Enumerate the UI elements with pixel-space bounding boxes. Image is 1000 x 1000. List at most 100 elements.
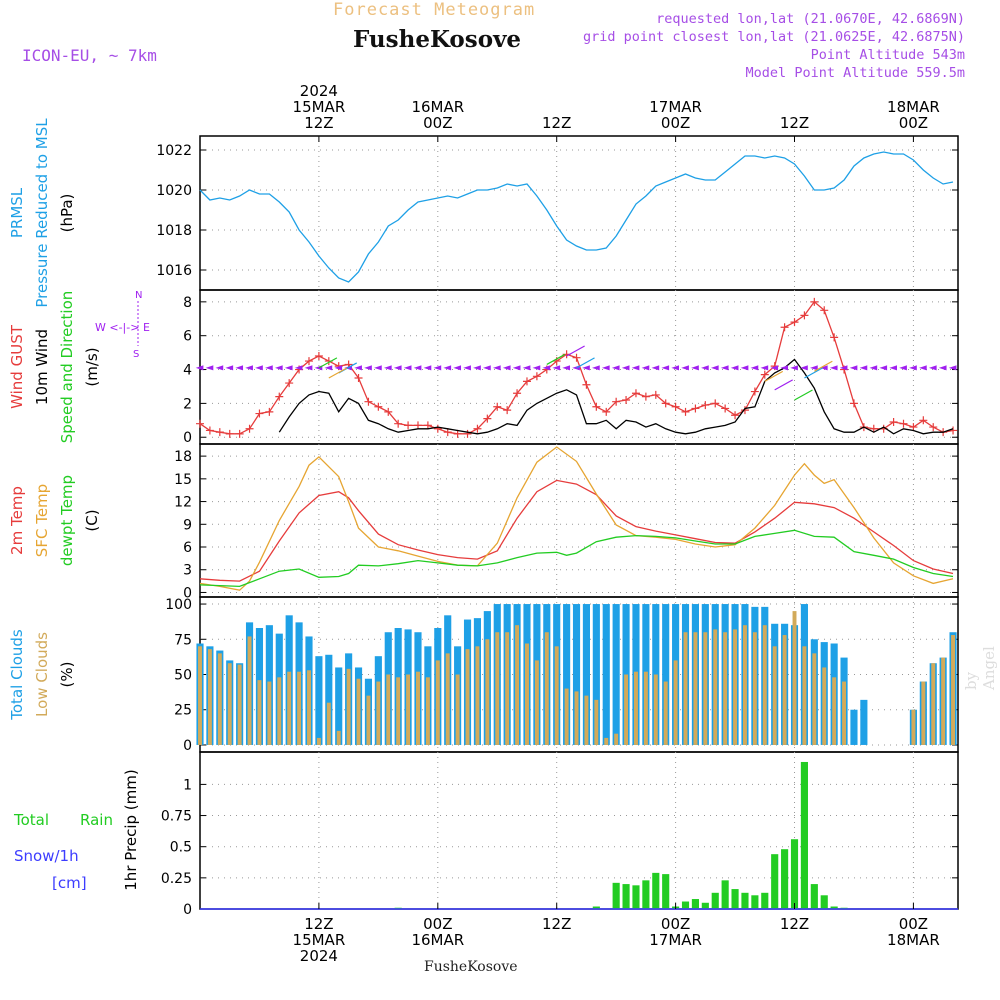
temperature-ytick-label: 0 [183, 585, 192, 601]
clouds-bar-low-clouds [425, 677, 430, 745]
wind-compass: W <-|-> E [95, 321, 150, 334]
wind-compass-south: S [133, 349, 139, 360]
precip-bar-rain [731, 889, 739, 909]
gust-marker [473, 424, 482, 433]
top-time-label: 00Z [899, 114, 928, 132]
gust-marker [453, 429, 462, 438]
gust-marker [364, 397, 373, 406]
gust-marker [394, 419, 403, 428]
temperature-ytick-label: 15 [174, 472, 192, 488]
wind-dir-arrow [562, 365, 571, 371]
model-label: ICON-EU, ~ 7km [22, 46, 157, 65]
precip-bar-rain [790, 839, 799, 909]
gust-marker [800, 311, 809, 320]
gust-marker [919, 416, 928, 425]
gust-marker [681, 407, 690, 416]
gust-marker [572, 353, 581, 362]
clouds-bar-low-clouds [376, 681, 381, 745]
temperature-line-2m-temp [199, 479, 954, 582]
clouds-bar-low-clouds [544, 632, 549, 745]
clouds-bar-total-clouds [662, 604, 670, 745]
clouds-bar-low-clouds [752, 632, 757, 745]
clouds-bar-low-clouds [267, 681, 272, 745]
gust-marker [830, 333, 839, 342]
wind-dir-arrow [671, 365, 680, 371]
precip-label-rain: Rain [80, 811, 113, 829]
precip-label-unit: [cm] [52, 874, 87, 892]
clouds-bar-low-clouds [316, 737, 321, 745]
gust-marker [780, 323, 789, 332]
clouds-bar-low-clouds [782, 635, 787, 745]
precip-bar-rain [830, 906, 838, 909]
wind-speed-arrow [774, 379, 793, 391]
wind-dir-arrow [928, 365, 937, 371]
precip-bar-rain [781, 849, 789, 909]
clouds-bar-low-clouds [713, 629, 718, 745]
clouds-bar-low-clouds [941, 657, 946, 745]
clouds-bar-total-clouds [860, 699, 868, 745]
wind-ytick-label: 0 [183, 430, 192, 446]
precip-bar-rain [662, 874, 670, 909]
clouds-bar-low-clouds [832, 677, 837, 745]
clouds-ytick-label: 100 [165, 597, 192, 613]
gust-marker [196, 419, 204, 428]
wind-dir-arrow [413, 365, 422, 371]
wind-dir-arrow [512, 365, 521, 371]
clouds-bar-low-clouds [505, 632, 510, 745]
wind-speed-arrow [318, 357, 338, 369]
clouds-bar-low-clouds [822, 667, 827, 745]
pressure-axis-label: PRMSL [8, 187, 26, 238]
wind-dir-arrow [532, 365, 541, 371]
clouds-bar-low-clouds [594, 699, 599, 745]
bottom-time-label: 18MAR [887, 931, 940, 949]
wind-dir-arrow [899, 365, 907, 371]
pressure-line-prmsl [199, 151, 954, 283]
gust-marker [711, 399, 720, 408]
clouds-bar-low-clouds [653, 674, 658, 745]
clouds-bar-low-clouds [217, 653, 222, 745]
wind-speed-arrow [794, 389, 813, 401]
precip-bar-rain [751, 895, 759, 909]
wind-dir-arrow [443, 365, 452, 371]
top-time-label: 12Z [780, 114, 809, 132]
gust-marker [701, 401, 710, 410]
clouds-bar-total-clouds [582, 604, 590, 745]
wind-axis-label: (m/s) [83, 347, 101, 386]
wind-dir-arrow [750, 365, 759, 371]
precip-panel-frame [199, 751, 959, 910]
clouds-bar-low-clouds [634, 671, 638, 745]
gust-marker [820, 306, 829, 315]
footer-station: FusheKosove [424, 959, 518, 975]
wind-dir-arrow [552, 365, 561, 371]
wind-dir-arrow [463, 365, 471, 371]
clouds-bar-low-clouds [416, 671, 420, 745]
precip-bar-rain [642, 880, 650, 909]
top-time-label: 2024 [300, 82, 338, 100]
precip-bar-rain [612, 882, 620, 909]
point-altitude: Point Altitude 543m [810, 47, 965, 63]
clouds-bar-low-clouds [624, 674, 629, 745]
clouds-bar-low-clouds [515, 625, 520, 745]
wind-dir-arrow [641, 365, 650, 371]
clouds-bar-low-clouds [307, 670, 311, 745]
wind-dir-arrow [522, 365, 531, 371]
wind-dir-arrow [849, 365, 858, 371]
clouds-bar-low-clouds [733, 629, 738, 745]
clouds-bar-low-clouds [673, 660, 678, 745]
wind-line-10m-wind [278, 358, 954, 435]
wind-dir-arrow [492, 365, 501, 371]
temperature-panel-frame [199, 443, 959, 598]
wind-dir-arrow [205, 365, 214, 371]
gust-marker [909, 423, 918, 432]
gust-marker [225, 429, 234, 438]
temperature-ytick-label: 3 [183, 563, 192, 579]
gust-marker [691, 404, 700, 413]
clouds-ytick-label: 75 [174, 632, 192, 648]
clouds-bar-low-clouds [207, 649, 212, 745]
clouds-bar-low-clouds [198, 646, 202, 745]
gust-marker [622, 396, 631, 404]
bottom-time-label: 12Z [304, 915, 333, 933]
gust-marker [612, 397, 621, 406]
clouds-bar-low-clouds [297, 671, 302, 745]
